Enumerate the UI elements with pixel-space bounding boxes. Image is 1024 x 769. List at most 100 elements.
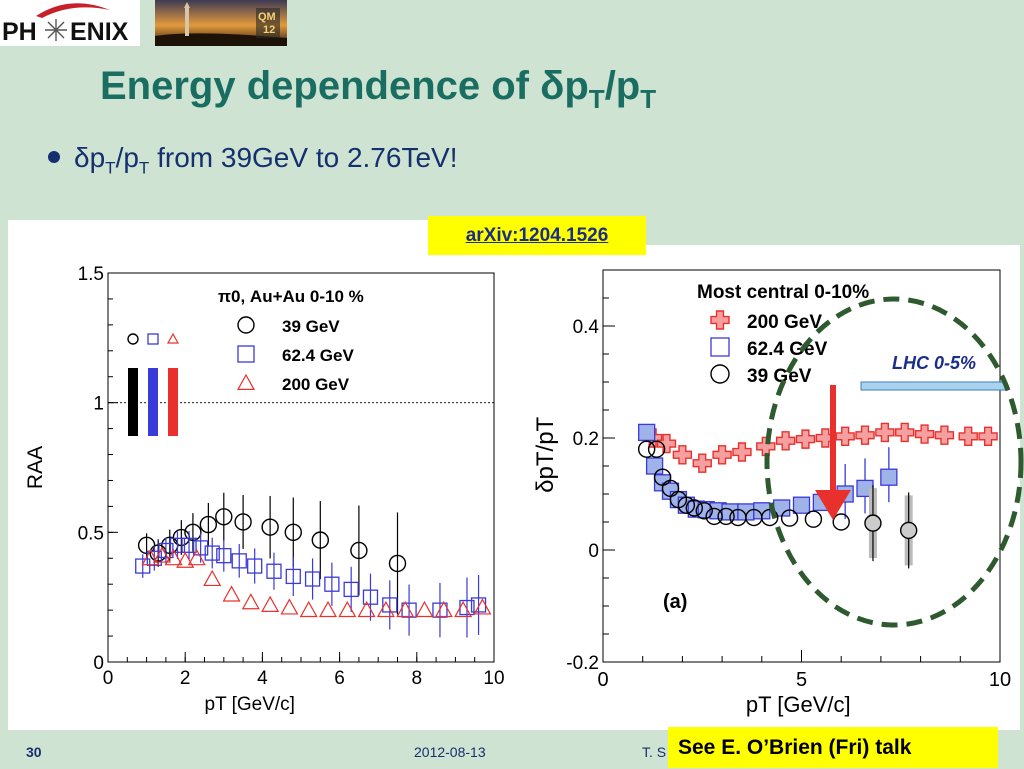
dpt-data-point bbox=[958, 426, 978, 447]
raa-data-point bbox=[343, 581, 359, 598]
dpt-data-point bbox=[692, 453, 712, 473]
raa-data-point bbox=[324, 576, 340, 592]
raa-chart-title: π0, Au+Au 0-10 % bbox=[218, 287, 364, 306]
dpt-y-tick-label: 0.2 bbox=[573, 429, 599, 450]
raa-data-point bbox=[261, 518, 279, 536]
dpt-panel-label: (a) bbox=[663, 591, 687, 613]
dpt-x-tick-label: 0 bbox=[597, 669, 608, 691]
dpt-data-point bbox=[835, 426, 855, 447]
raa-data-point bbox=[141, 549, 160, 566]
dpt-data-point bbox=[795, 429, 816, 449]
raa-data-point bbox=[184, 523, 202, 542]
raa-x-tick-label: 8 bbox=[412, 668, 423, 689]
slide-date: 2012-08-13 bbox=[414, 744, 486, 760]
dpt-y-axis-label: δpT/pT bbox=[532, 416, 559, 492]
raa-data-point bbox=[432, 602, 448, 618]
raa-legend-label: 62.4 GeV bbox=[282, 346, 354, 365]
dpt-data-point bbox=[914, 424, 935, 444]
red-arrow-icon bbox=[815, 490, 851, 520]
dpt-data-point bbox=[685, 499, 704, 517]
raa-data-point bbox=[285, 568, 301, 585]
dpt-data-point bbox=[978, 426, 998, 447]
raa-data-point bbox=[164, 549, 183, 566]
raa-data-point bbox=[153, 546, 172, 563]
raa-legend-marker bbox=[236, 373, 256, 390]
dpt-data-point bbox=[637, 440, 656, 458]
raa-data-point bbox=[388, 554, 407, 573]
raa-scale-marker bbox=[127, 333, 139, 345]
dpt-legend-marker bbox=[710, 364, 730, 384]
raa-data-point bbox=[204, 545, 220, 561]
dpt-data-point bbox=[638, 423, 656, 442]
dpt-x-tick-label: 5 bbox=[796, 669, 807, 691]
raa-x-tick-label: 10 bbox=[483, 668, 504, 689]
svg-text:12: 12 bbox=[263, 24, 275, 36]
raa-data-point bbox=[181, 537, 197, 553]
raa-data-point bbox=[434, 600, 453, 618]
raa-data-point bbox=[261, 595, 280, 612]
page-number: 30 bbox=[26, 744, 42, 760]
raa-data-point bbox=[382, 597, 398, 613]
dpt-y-tick-label: -0.2 bbox=[566, 653, 599, 674]
raa-data-point bbox=[234, 513, 252, 531]
raa-legend-label: 200 GeV bbox=[282, 375, 350, 394]
raa-x-tick-label: 6 bbox=[334, 668, 345, 689]
dpt-data-point bbox=[732, 442, 752, 462]
dpt-data-point bbox=[934, 425, 955, 445]
highlight-ellipse bbox=[764, 296, 1024, 628]
raa-data-point bbox=[135, 558, 151, 574]
dpt-x-tick-label: 10 bbox=[989, 669, 1011, 691]
raa-data-point bbox=[473, 598, 492, 615]
svg-text:PH: PH bbox=[2, 18, 37, 46]
arxiv-reference[interactable]: arXiv:1204.1526 bbox=[428, 216, 646, 255]
raa-normalization-bar bbox=[148, 368, 158, 436]
raa-figure-panel bbox=[8, 220, 556, 730]
raa-data-point bbox=[241, 593, 260, 610]
dpt-data-point bbox=[815, 428, 836, 448]
dpt-chart-title: Most central 0-10% bbox=[697, 282, 869, 303]
raa-data-point bbox=[199, 515, 218, 534]
raa-scale-marker bbox=[147, 333, 159, 345]
dpt-data-point bbox=[645, 457, 664, 475]
raa-data-point bbox=[396, 600, 415, 618]
raa-data-point bbox=[266, 563, 282, 579]
raa-data-point bbox=[319, 600, 338, 618]
raa-data-point bbox=[169, 537, 186, 553]
raa-data-point bbox=[215, 508, 233, 526]
raa-y-tick-label: 0 bbox=[93, 653, 104, 674]
dpt-figure-panel bbox=[556, 245, 1020, 730]
bullet-point: δpT/pT from 39GeV to 2.76TeV! bbox=[48, 142, 457, 179]
raa-y-axis-label: RAA bbox=[24, 446, 47, 489]
raa-data-point bbox=[311, 531, 329, 549]
conference-photo: QM 12 bbox=[155, 0, 287, 46]
raa-x-axis-label: pT [GeV/c] bbox=[205, 694, 295, 715]
raa-legend-label: 39 GeV bbox=[282, 317, 340, 336]
raa-data-point bbox=[231, 553, 247, 569]
raa-data-point bbox=[216, 548, 232, 564]
phenix-logo: PH ENIX bbox=[0, 0, 140, 46]
lhc-annotation: LHC 0-5% bbox=[892, 353, 976, 373]
raa-y-tick-label: 1 bbox=[93, 394, 104, 415]
dpt-legend-marker bbox=[710, 337, 730, 357]
dpt-data-point bbox=[880, 468, 898, 486]
phenix-bird-icon: PH ENIX bbox=[2, 3, 129, 46]
dpt-legend-label: 39 GeV bbox=[747, 366, 812, 387]
dpt-legend-label: 200 GeV bbox=[747, 312, 822, 333]
raa-data-point bbox=[187, 549, 206, 566]
raa-data-point bbox=[247, 558, 263, 574]
raa-normalization-bar bbox=[128, 368, 138, 436]
raa-data-point bbox=[350, 541, 368, 560]
raa-legend-marker bbox=[237, 316, 255, 334]
raa-data-point bbox=[401, 602, 417, 618]
dpt-x-axis-label: pT [GeV/c] bbox=[746, 692, 851, 717]
raa-data-point bbox=[376, 600, 395, 618]
raa-data-point bbox=[280, 598, 299, 615]
raa-y-tick-label: 0.5 bbox=[78, 523, 104, 544]
dpt-data-point bbox=[832, 513, 850, 531]
dpt-data-point bbox=[656, 433, 677, 454]
raa-y-tick-label: 1.5 bbox=[78, 264, 104, 285]
raa-data-point bbox=[222, 585, 241, 602]
raa-data-point bbox=[304, 571, 321, 587]
raa-x-tick-label: 4 bbox=[257, 668, 268, 689]
